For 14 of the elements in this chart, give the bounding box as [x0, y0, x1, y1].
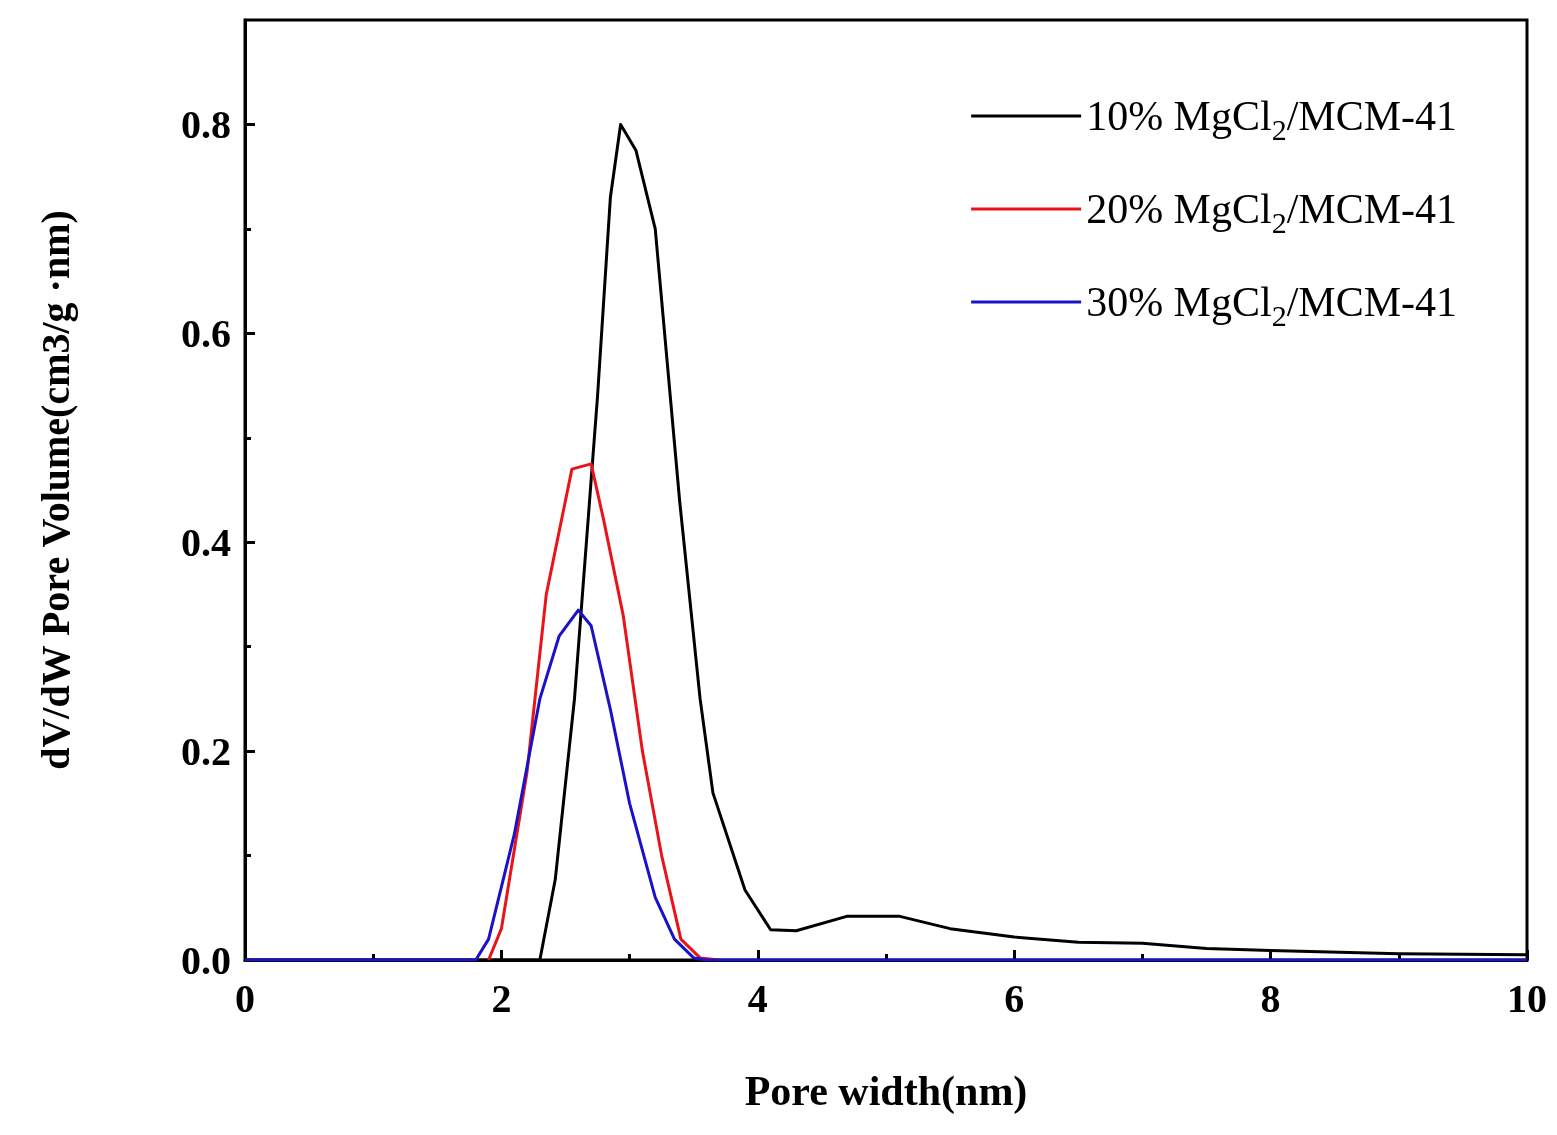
- y-tick-label: 0.4: [181, 519, 231, 565]
- y-tick-label: 0.8: [181, 101, 231, 147]
- x-tick-label: 2: [491, 975, 512, 1021]
- y-axis-title: dV/dW Pore Volume(cm3/g ·nm): [32, 210, 78, 770]
- line-series: [487, 462, 721, 962]
- x-tick-label: 6: [1004, 975, 1025, 1021]
- y-tick-label: 0.2: [181, 728, 231, 774]
- y-tick-label: 0.6: [181, 310, 231, 356]
- x-axis-title: Pore width(nm): [744, 1068, 1028, 1115]
- x-tick-label: 0: [235, 975, 255, 1021]
- x-tick-label: 4: [747, 975, 768, 1021]
- x-tick-label: 10: [1507, 975, 1547, 1021]
- x-tick-label: 8: [1260, 975, 1281, 1021]
- y-tick-label: 0.0: [181, 937, 231, 983]
